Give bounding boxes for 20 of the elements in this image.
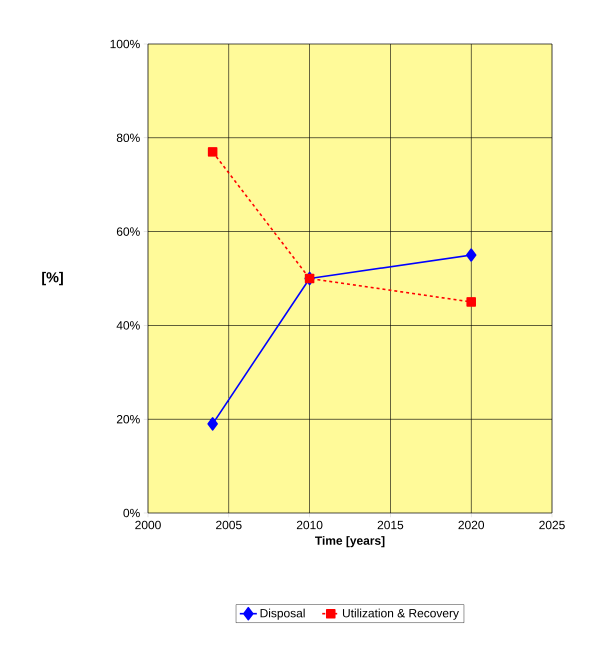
y-tick-label: 0% [123,508,140,518]
y-tick-label: 80% [116,134,140,142]
y-tick-label: 20% [116,414,140,424]
point [466,248,476,262]
y-tick-label: 60% [116,227,140,236]
legend-label: Utilization & Recovery [342,608,459,620]
point [466,297,476,307]
point [207,417,218,431]
x-tick-label: 2025 [539,520,565,530]
y-tick-label: 40% [116,321,140,330]
x-tick-label: 2020 [458,520,484,530]
y-tick-label: 100% [110,40,140,48]
x-tick-label: 2000 [135,520,161,530]
legend-label: Disposal [260,608,305,620]
y-axis-title: [%] [42,272,63,286]
x-tick-label: 2015 [378,520,404,530]
x-tick-label: 2005 [216,520,242,530]
x-axis-title: Time [years] [315,536,384,548]
x-tick-label: 2010 [296,520,322,530]
point [208,147,218,157]
